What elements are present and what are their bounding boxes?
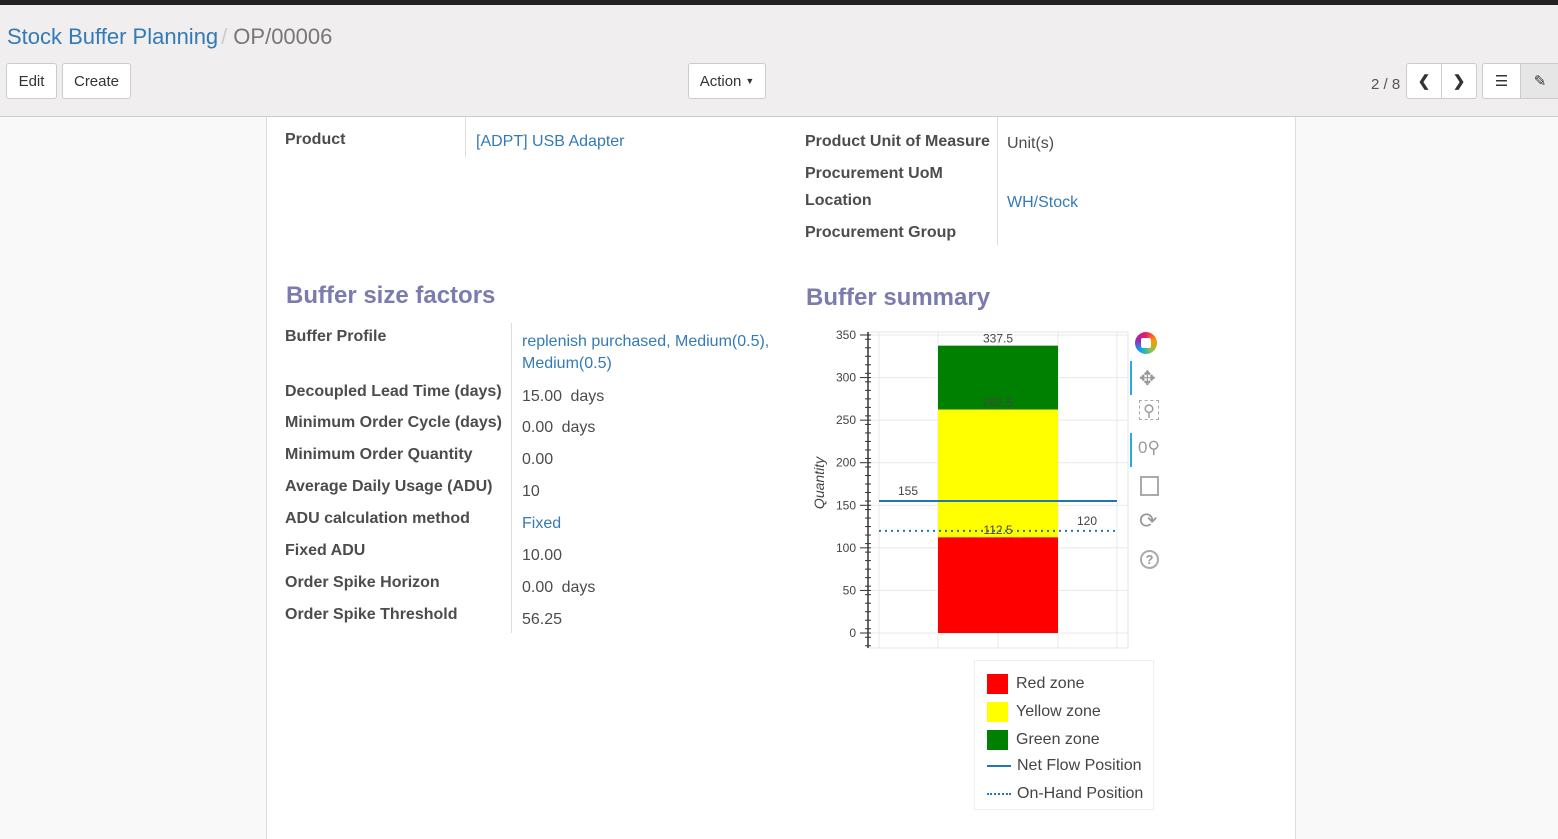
- reset-icon[interactable]: ⟳: [1139, 508, 1158, 533]
- top-bar: [0, 0, 1558, 5]
- y-tick-label: 300: [836, 371, 856, 385]
- pan-icon[interactable]: ✥: [1139, 368, 1156, 390]
- factor-value: 56.25: [522, 611, 563, 628]
- list-icon: ☰: [1494, 73, 1509, 90]
- y-tick-label: 100: [836, 541, 856, 555]
- uom-value[interactable]: Unit(s): [1007, 135, 1055, 152]
- chevron-left-icon: ❮: [1417, 73, 1431, 90]
- box-zoom-icon[interactable]: ⚲: [1139, 400, 1159, 420]
- procurement-uom-label: Procurement UoM: [805, 165, 943, 182]
- on-hand-label: 120: [1077, 514, 1097, 528]
- zone-label: 262.5: [983, 396, 1013, 410]
- product-label: Product: [285, 131, 346, 148]
- factor-value: 10: [522, 483, 540, 500]
- factor-value: 0.00: [522, 451, 554, 468]
- y-tick-label: 250: [836, 413, 856, 427]
- edit-icon: ✎: [1533, 73, 1547, 90]
- bar-red-zone: [938, 537, 1058, 633]
- breadcrumb: Stock Buffer Planning / OP/00006: [7, 24, 333, 49]
- legend-on-hand[interactable]: On-Hand Position: [987, 785, 1143, 803]
- breadcrumb-current: OP/00006: [233, 24, 333, 49]
- help-icon[interactable]: ?: [1140, 550, 1159, 569]
- factor-label: Fixed ADU: [285, 542, 366, 559]
- factor-value[interactable]: replenish purchased, Medium(0.5), Medium(…: [522, 333, 770, 372]
- y-tick-label: 150: [836, 498, 856, 512]
- y-tick-label: 350: [836, 328, 856, 342]
- legend-yellow-zone[interactable]: Yellow zone: [987, 702, 1101, 722]
- factor-value: 0.00 days: [522, 579, 596, 596]
- factor-label: Minimum Order Cycle (days): [285, 414, 502, 431]
- uom-label: Product Unit of Measure: [805, 133, 990, 150]
- wheel-zoom-icon[interactable]: 0⚲: [1138, 438, 1160, 457]
- factor-label: Order Spike Threshold: [285, 606, 458, 623]
- location-link[interactable]: WH/Stock: [1007, 194, 1079, 211]
- factor-value: 15.00 days: [522, 388, 605, 405]
- form-view-button[interactable]: ✎: [1520, 63, 1558, 99]
- y-tick-label: 200: [836, 456, 856, 470]
- save-icon[interactable]: [1140, 476, 1159, 496]
- location-label: Location: [805, 192, 872, 209]
- create-button[interactable]: Create: [62, 63, 131, 99]
- factor-label: Average Daily Usage (ADU): [285, 478, 493, 495]
- factor-label: Decoupled Lead Time (days): [285, 383, 502, 400]
- bokeh-logo-icon[interactable]: [1135, 332, 1157, 354]
- factor-value: 10.00: [522, 547, 563, 564]
- factor-label: ADU calculation method: [285, 510, 470, 527]
- chevron-right-icon: ❯: [1452, 73, 1466, 90]
- factor-value: 0.00 days: [522, 419, 596, 436]
- action-label: Action: [699, 72, 742, 90]
- edit-button[interactable]: Edit: [6, 63, 57, 99]
- list-view-button[interactable]: ☰: [1482, 63, 1521, 99]
- bar-yellow-zone: [938, 409, 1058, 538]
- buffer-summary-title: Buffer summary: [806, 284, 991, 311]
- factor-label: Minimum Order Quantity: [285, 446, 473, 463]
- product-link[interactable]: [ADPT] USB Adapter: [476, 133, 625, 150]
- legend-green-zone[interactable]: Green zone: [987, 730, 1100, 750]
- pager-value: 2 / 8: [1371, 76, 1401, 93]
- buffer-chart: 112.5 262.5 337.5 0 50 100 150 200 250 300 350 Quan…: [811, 328, 1129, 649]
- previous-button[interactable]: ❮: [1406, 63, 1442, 99]
- buffer-factors-title: Buffer size factors: [286, 282, 496, 309]
- chart-legend: Red zone Yellow zone Green zone Net Flow…: [974, 660, 1154, 810]
- zone-label: 112.5: [983, 523, 1012, 537]
- breadcrumb-parent[interactable]: Stock Buffer Planning: [7, 24, 219, 49]
- net-flow-label: 155: [898, 484, 918, 498]
- factor-value[interactable]: Fixed: [522, 515, 562, 532]
- legend-red-zone[interactable]: Red zone: [987, 674, 1085, 694]
- y-tick-label: 50: [843, 583, 857, 597]
- y-tick-label: 0: [849, 626, 856, 640]
- zone-label: 337.5: [983, 332, 1013, 346]
- next-button[interactable]: ❯: [1441, 63, 1477, 99]
- procurement-group-label: Procurement Group: [805, 224, 957, 241]
- action-button[interactable]: Action ▼: [688, 63, 766, 99]
- legend-net-flow[interactable]: Net Flow Position: [987, 757, 1142, 775]
- y-axis-label: Quantity: [811, 456, 827, 509]
- factor-label: Order Spike Horizon: [285, 574, 440, 591]
- caret-down-icon: ▼: [745, 76, 755, 86]
- factor-label: Buffer Profile: [285, 328, 387, 345]
- control-panel: Stock Buffer Planning / OP/00006: [0, 5, 1558, 117]
- bar-green-zone: [938, 345, 1058, 410]
